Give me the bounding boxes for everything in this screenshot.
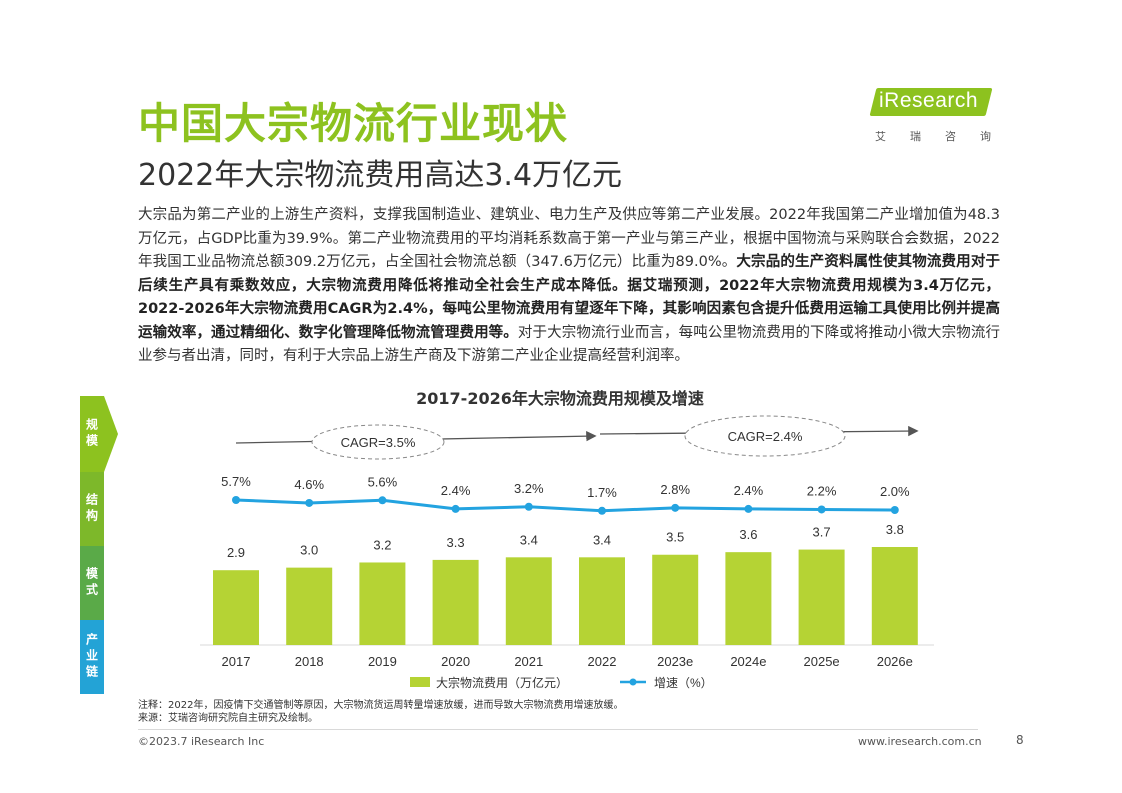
x-tick-2020: 2020 [441,654,470,669]
growth-label-2018: 4.6% [294,477,324,492]
body-text-part2: 对于大宗物流行业而言，每吨公里物流费用的下降或将推动小微大宗物流行业参与者出清，… [138,324,1001,365]
growth-point-2020 [451,504,460,513]
bar-2023e [652,554,699,645]
cagr-label-1: CAGR=3.5% [341,435,416,450]
x-tick-2022: 2022 [588,654,617,669]
page-title: 中国大宗物流行业现状 [138,99,569,148]
growth-point-2017 [232,496,240,504]
bar-label-2022: 3.4 [593,532,611,547]
bar-2026e [871,547,918,645]
growth-label-2019: 5.6% [368,474,398,489]
side-tab-mode[interactable]: 模式 [80,546,104,620]
x-tick-2026e: 2026e [877,654,913,669]
bar-label-2023e: 3.5 [666,530,684,545]
legend-line-label: 增速（%） [654,676,713,690]
footer-url[interactable]: www.iresearch.com.cn [858,735,982,748]
chart-note: 注释：2022年，因疫情下交通管制等原因，大宗物流货运周转量增速放缓，进而导致大… [138,700,624,711]
page-subtitle: 2022年大宗物流费用高达3.4万亿元 [138,158,623,193]
growth-point-2024e [744,504,753,513]
bar-label-2024e: 3.6 [739,527,757,542]
cagr-ellipse-1 [311,424,445,460]
growth-point-2019 [378,496,387,505]
iresearch-logo[interactable]: iResearch 艾瑞咨询 [869,86,1015,146]
bar-2020 [432,559,479,645]
growth-label-2024e: 2.4% [734,483,764,498]
x-tick-2023e: 2023e [657,654,693,669]
logo-text: iResearch [879,89,979,112]
bar-2017 [213,570,259,645]
x-tick-2025e: 2025e [804,654,840,669]
footer-copyright: ©2023.7 iResearch Inc [138,735,265,748]
bar-2018 [286,567,333,645]
x-tick-2021: 2021 [514,654,543,669]
growth-point-2018 [305,498,314,507]
growth-point-2025e [817,505,826,514]
legend-line-marker [629,678,637,686]
bar-label-2019: 3.2 [373,537,391,552]
chart-source: 来源：艾瑞咨询研究院自主研究及绘制。 [138,713,318,724]
bar-label-2020: 3.3 [447,535,465,550]
side-tab-scale[interactable]: 规模 [80,396,104,472]
growth-label-2022: 1.7% [587,485,617,500]
cagr-ellipse-2 [684,415,846,457]
x-tick-2024e: 2024e [730,654,766,669]
growth-label-2026e: 2.0% [880,484,910,499]
chart-title: 2017-2026年大宗物流费用规模及增速 [416,389,704,408]
cagr-label-2: CAGR=2.4% [728,429,803,444]
bar-2024e [725,552,772,645]
body-text-bold: 大宗品的生产资料属性使其物流费用对于后续生产具有乘数效应，大宗物流费用降低将推动… [138,254,1000,341]
bar-2025e [798,549,845,645]
bar-label-2018: 3.0 [300,543,318,558]
page-number: 8 [1016,733,1024,747]
growth-point-2021 [524,502,533,511]
growth-label-2020: 2.4% [441,483,471,498]
growth-point-2023e [671,503,680,512]
body-text-part1: 大宗品为第二产业的上游生产资料，支撑我国制造业、建筑业、电力生产及供应等第二产业… [138,207,1000,270]
chart-notes: 注释：2022年，因疫情下交通管制等原因，大宗物流货运周转量增速放缓，进而导致大… [138,699,623,725]
growth-line [235,498,895,513]
bar-label-2017: 2.9 [227,545,245,560]
logo-chinese-name: 艾瑞咨询 [875,130,1015,143]
body-paragraph: 大宗品为第二产业的上游生产资料，支撑我国制造业、建筑业、电力生产及供应等第二产业… [138,204,1000,369]
growth-label-2017: 5.7% [221,474,251,489]
growth-point-2022 [598,506,606,515]
bar-2019 [359,562,406,645]
growth-label-2025e: 2.2% [807,483,837,498]
legend-bar-label: 大宗物流费用（万亿元） [436,675,568,690]
bar-label-2026e: 3.8 [886,522,904,537]
legend-bar-swatch [410,677,430,687]
active-tab-arrow-icon [104,396,118,472]
bar-label-2021: 3.4 [520,532,538,547]
growth-label-2021: 3.2% [514,481,544,496]
x-tick-2019: 2019 [368,654,397,669]
side-tab-industry-chain[interactable]: 产业链 [80,620,104,694]
footer-divider [138,729,978,730]
growth-label-2023e: 2.8% [660,482,690,497]
growth-point-2026e [890,505,899,514]
bar-label-2025e: 3.7 [813,525,831,540]
x-tick-2017: 2017 [222,654,251,669]
bar-2022 [579,557,625,645]
side-tab-structure[interactable]: 结构 [80,472,104,546]
bar-2021 [505,557,552,645]
x-tick-2018: 2018 [295,654,324,669]
